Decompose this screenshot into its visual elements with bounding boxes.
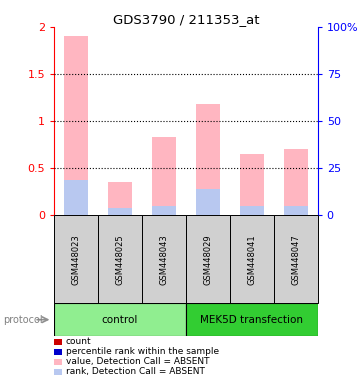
Bar (186, 303, 318, 336)
Text: protocol: protocol (4, 314, 43, 325)
Text: GSM448029: GSM448029 (203, 234, 212, 285)
Bar (64, 36, 88, 215)
Text: percentile rank within the sample: percentile rank within the sample (66, 347, 219, 356)
Text: control: control (102, 314, 138, 325)
Bar (98, 215, 142, 303)
Bar (230, 215, 274, 303)
Text: GSM448023: GSM448023 (71, 234, 81, 285)
Bar (240, 206, 264, 215)
Bar (64, 180, 88, 215)
Bar (54, 215, 98, 303)
Text: GSM448041: GSM448041 (247, 234, 256, 285)
Text: value, Detection Call = ABSENT: value, Detection Call = ABSENT (66, 357, 209, 366)
Bar (54, 303, 186, 336)
Title: GDS3790 / 211353_at: GDS3790 / 211353_at (113, 13, 259, 26)
Text: GSM448025: GSM448025 (116, 234, 125, 285)
Text: rank, Detection Call = ABSENT: rank, Detection Call = ABSENT (66, 367, 205, 376)
Text: count: count (66, 337, 91, 346)
Text: GSM448047: GSM448047 (291, 234, 300, 285)
Text: GSM448043: GSM448043 (160, 234, 169, 285)
Bar (196, 189, 220, 215)
Bar (142, 215, 186, 303)
Bar (108, 182, 132, 215)
Bar (152, 206, 176, 215)
Bar (108, 209, 132, 215)
Bar (284, 206, 308, 215)
Bar (274, 215, 318, 303)
Bar (186, 215, 230, 303)
Bar (284, 149, 308, 215)
Bar (240, 154, 264, 215)
Text: MEK5D transfection: MEK5D transfection (200, 314, 303, 325)
Bar (196, 104, 220, 215)
Bar (152, 137, 176, 215)
